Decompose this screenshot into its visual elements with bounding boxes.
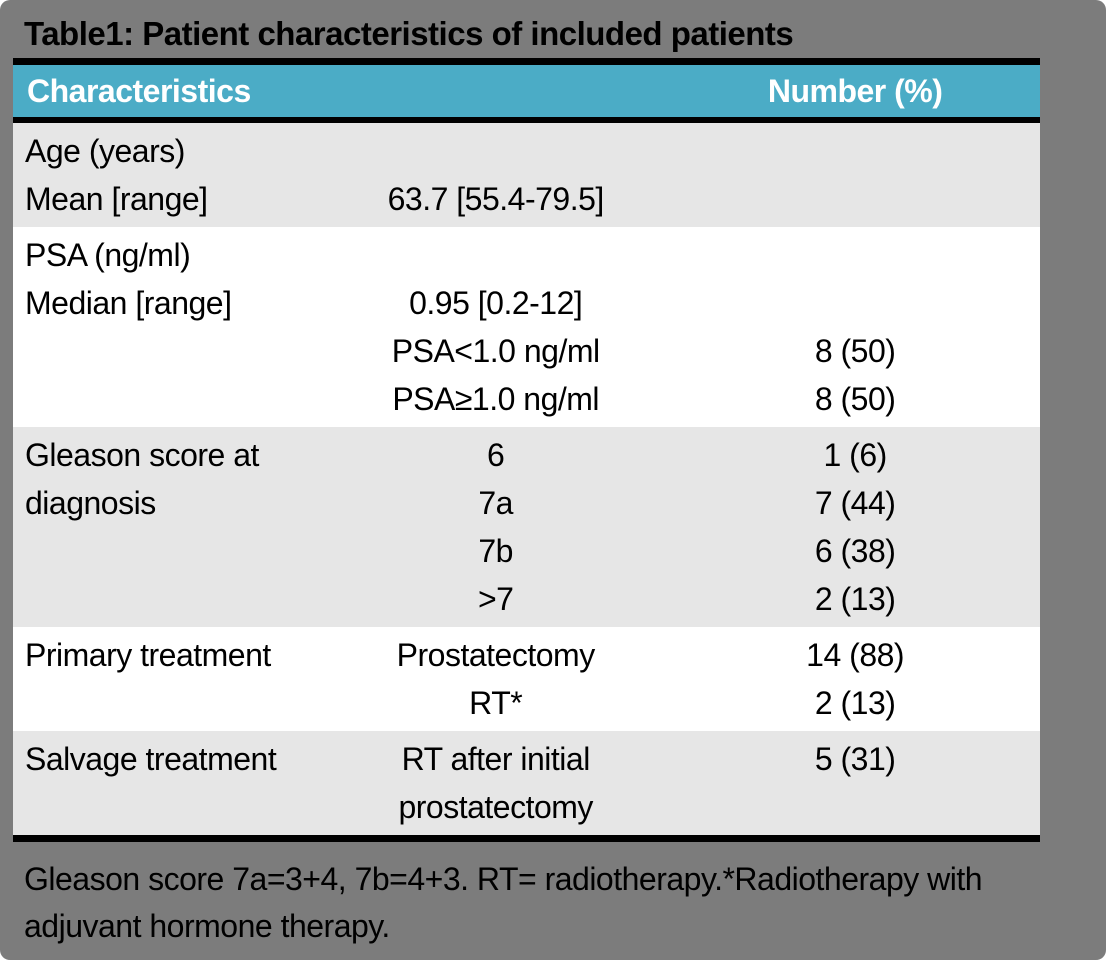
psa-label-column: PSA (ng/ml) Median [range] [13,231,321,423]
primary-treatment-number-column: 14 (88) 2 (13) [670,631,1040,727]
cell-text [670,175,1040,223]
gleason-number-column: 1 (6) 7 (44) 6 (38) 2 (13) [670,431,1040,623]
table-header-row: Characteristics Number (%) [13,65,1040,123]
cell-text: Mean [range] [25,181,208,217]
header-characteristics: Characteristics [27,72,251,109]
salvage-treatment-label-column: Salvage treatment [13,735,321,831]
psa-number-column: 8 (50) 8 (50) [670,231,1040,423]
cell-text: PSA (ng/ml) [25,237,191,273]
table-footnote: Gleason score 7a=3+4, 7b=4+3. RT= radiot… [24,861,983,944]
cell-text: Median [range] [25,285,232,321]
cell-text: 2 (13) [814,581,896,617]
cell-text: prostatectomy [398,789,593,825]
cell-text: 6 [487,437,505,473]
cell-text: 5 (31) [814,741,896,777]
table-body: Age (years) Mean [range] 63.7 [55.4-79.5… [13,123,1040,835]
cell-text [25,527,321,575]
cell-text: PSA≥1.0 ng/ml [392,381,600,417]
gleason-label-column: Gleason score at diagnosis [13,431,321,623]
cell-text: >7 [477,581,514,617]
cell-text: 7 (44) [814,485,896,521]
gleason-value-column: 6 7a 7b >7 [321,431,670,623]
table-row-gleason: Gleason score at diagnosis 6 7a 7b >7 1 … [13,427,1040,627]
table-row-psa: PSA (ng/ml) Median [range] 0.95 [0.2-12]… [13,227,1040,427]
cell-text [321,231,670,279]
table-row-primary-treatment: Primary treatment Prostatectomy RT* 14 (… [13,627,1040,731]
age-label-column: Age (years) Mean [range] [13,127,321,223]
cell-text: PSA<1.0 ng/ml [391,333,600,369]
salvage-treatment-number-column: 5 (31) [670,735,1040,831]
age-value-column: 63.7 [55.4-79.5] [321,127,670,223]
cell-text: Primary treatment [25,637,271,673]
cell-text [670,783,1040,831]
cell-text: 0.95 [0.2-12] [409,285,583,321]
cell-text [670,231,1040,279]
cell-text: diagnosis [25,485,156,521]
cell-text: 2 (13) [814,685,896,721]
cell-text: 63.7 [55.4-79.5] [387,181,605,217]
cell-text [25,327,321,375]
cell-text: 14 (88) [806,637,905,673]
cell-text: Age (years) [25,133,185,169]
patient-characteristics-table: Characteristics Number (%) Age (years) M… [13,58,1040,842]
cell-text [25,375,321,423]
cell-text: RT* [469,685,523,721]
cell-text: Gleason score at [25,437,259,473]
salvage-treatment-value-column: RT after initial prostatectomy [321,735,670,831]
age-number-column [670,127,1040,223]
cell-text [25,679,321,727]
primary-treatment-value-column: Prostatectomy RT* [321,631,670,727]
cell-text: 1 (6) [823,437,887,473]
cell-text: Prostatectomy [396,637,596,673]
header-number-percent: Number (%) [767,72,943,109]
cell-text: 8 (50) [814,333,896,369]
cell-text: 6 (38) [814,533,896,569]
cell-text [321,127,670,175]
cell-text: 7b [478,533,513,569]
cell-text: RT after initial [401,741,591,777]
cell-text [25,783,321,831]
cell-text: Salvage treatment [25,741,277,777]
cell-text [670,279,1040,327]
psa-value-column: 0.95 [0.2-12] PSA<1.0 ng/ml PSA≥1.0 ng/m… [321,231,670,423]
cell-text [670,127,1040,175]
cell-text: 8 (50) [814,381,896,417]
table-row-age: Age (years) Mean [range] 63.7 [55.4-79.5… [13,123,1040,227]
primary-treatment-label-column: Primary treatment [13,631,321,727]
table-row-salvage-treatment: Salvage treatment RT after initial prost… [13,731,1040,835]
cell-text [25,575,321,623]
cell-text: 7a [478,485,513,521]
table-title: Table1: Patient characteristics of inclu… [24,15,794,52]
